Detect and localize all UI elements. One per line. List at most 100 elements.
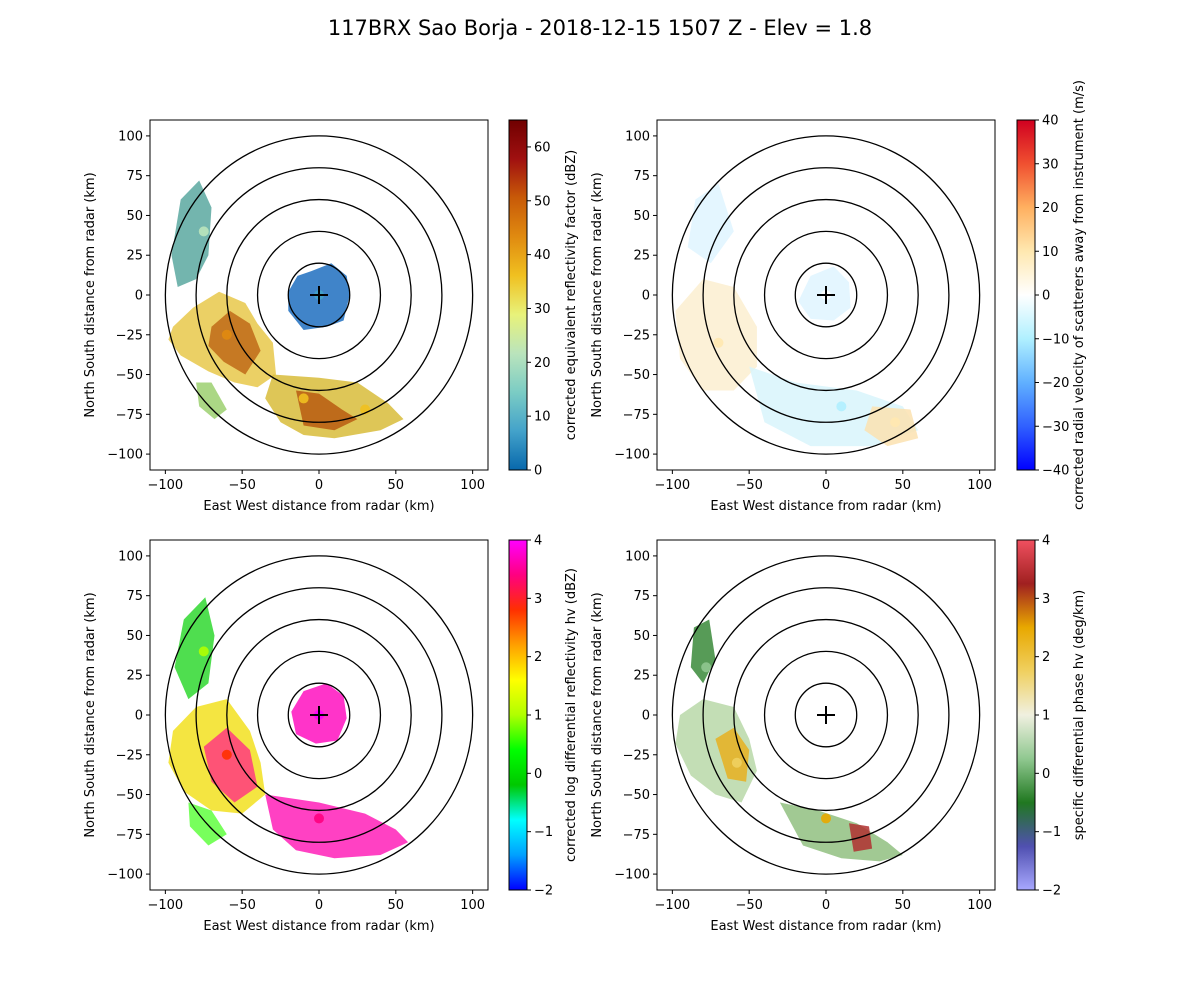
y-tick-label: −50 bbox=[116, 368, 143, 383]
x-tick-label: 100 bbox=[967, 478, 992, 493]
radar-panel-bottom-right: −100 −50 0 50 100 −100 −75 −50 −25 0 25 50 75 100 East… bbox=[590, 534, 1087, 935]
range-ring-20km bbox=[287, 262, 351, 328]
y-tick-label: 0 bbox=[135, 289, 143, 304]
y-tick-label: −25 bbox=[623, 328, 650, 343]
y-tick-label: 75 bbox=[633, 169, 650, 184]
x-tick-label: −100 bbox=[655, 478, 691, 493]
range-ring-80km bbox=[195, 587, 443, 843]
echo-southeast bbox=[890, 417, 901, 428]
range-ring-100km bbox=[164, 135, 474, 455]
radar-panel-top-left: −100 −50 0 50 100−100−75−50−250255075100East… bbox=[83, 119, 579, 514]
colorbar-tick-label: −30 bbox=[1042, 420, 1069, 435]
colorbar-tick-label: 0 bbox=[534, 767, 542, 782]
y-tick-label: −75 bbox=[623, 408, 650, 423]
x-axis-label: East West distance from radar (km) bbox=[710, 919, 941, 934]
y-tick-label: −25 bbox=[623, 748, 650, 763]
colorbar-tick-label: 3 bbox=[1042, 592, 1050, 607]
colorbar-tick-label: 4 bbox=[1042, 534, 1050, 549]
colorbar-label: corrected log differential reflectivity … bbox=[564, 568, 579, 862]
echo-region bbox=[690, 619, 716, 684]
x-axis-label: East West distance from radar (km) bbox=[710, 499, 941, 514]
x-tick-label: 0 bbox=[315, 478, 323, 493]
colorbar-bar bbox=[508, 119, 528, 471]
echo-region bbox=[203, 727, 258, 803]
x-tick-label: 0 bbox=[822, 478, 830, 493]
y-tick-label: −50 bbox=[116, 788, 143, 803]
x-tick-label: −100 bbox=[655, 898, 691, 913]
colorbar-tick-label: 0 bbox=[1042, 767, 1050, 782]
colorbar: −2 −1 0 1 2 3 4 specific differential phase hv … bbox=[1016, 534, 1087, 899]
y-tick-label: 100 bbox=[625, 549, 650, 564]
y-tick-label: −50 bbox=[623, 368, 650, 383]
x-tick-label: 50 bbox=[388, 898, 405, 913]
colorbar-bar bbox=[1016, 119, 1036, 471]
y-tick-label: −25 bbox=[116, 328, 143, 343]
colorbar-tick-label: 0 bbox=[534, 464, 542, 479]
x-tick-label: 100 bbox=[460, 898, 485, 913]
colorbar-tick-label: 10 bbox=[1042, 245, 1059, 260]
x-tick-label: −50 bbox=[228, 478, 255, 493]
colorbar-tick-label: 20 bbox=[534, 356, 551, 371]
echo-region bbox=[779, 802, 903, 862]
y-tick-label: 75 bbox=[126, 169, 143, 184]
x-tick-label: −50 bbox=[735, 478, 762, 493]
range-ring-20km bbox=[794, 682, 858, 748]
range-ring-40km bbox=[256, 230, 382, 360]
echo-region bbox=[196, 382, 227, 420]
colorbar-tick-label: 40 bbox=[1042, 114, 1059, 129]
colorbar-tick-label: 30 bbox=[534, 302, 551, 317]
range-ring-20km bbox=[287, 682, 351, 748]
echo-region bbox=[864, 406, 919, 447]
y-tick-label: −75 bbox=[116, 408, 143, 423]
x-tick-label: −50 bbox=[228, 898, 255, 913]
plot-area bbox=[671, 555, 981, 875]
range-ring-60km bbox=[733, 618, 919, 812]
range-ring-80km bbox=[195, 167, 443, 423]
colorbar-tick-label: 4 bbox=[534, 534, 542, 549]
colorbar-bar bbox=[508, 539, 528, 891]
range-ring-40km bbox=[763, 650, 889, 780]
colorbar-tick-label: 3 bbox=[534, 592, 542, 607]
colorbar-tick-label: −1 bbox=[534, 825, 553, 840]
y-axis-label: North South distance from radar (km) bbox=[83, 592, 98, 837]
range-ring-40km bbox=[763, 230, 889, 360]
radar-panel-top-right: −100 −50 0 50 100−100−75−50−250255075100East… bbox=[590, 80, 1087, 514]
y-tick-label: −100 bbox=[107, 868, 143, 883]
y-tick-label: 100 bbox=[625, 129, 650, 144]
x-tick-label: 0 bbox=[315, 898, 323, 913]
colorbar-label: corrected equivalent reflectivity factor… bbox=[564, 150, 579, 441]
colorbar-tick-label: 1 bbox=[534, 709, 542, 724]
colorbar-tick-label: 2 bbox=[1042, 650, 1050, 665]
range-ring-20km bbox=[794, 262, 858, 328]
echo-northwest bbox=[198, 646, 209, 657]
echo-west-southwest bbox=[221, 749, 232, 760]
x-tick-label: 0 bbox=[822, 898, 830, 913]
colorbar-tick-label: 30 bbox=[1042, 157, 1059, 172]
y-tick-label: 50 bbox=[126, 209, 143, 224]
echo-south bbox=[836, 401, 847, 412]
x-tick-label: −50 bbox=[735, 898, 762, 913]
colorbar: −40 −30 −20 −10 0 10 20 30 40 corrected radial ve… bbox=[1016, 80, 1087, 510]
y-axis-label: North South distance from radar (km) bbox=[83, 172, 98, 417]
colorbar-tick-label: 2 bbox=[534, 650, 542, 665]
range-ring-100km bbox=[671, 135, 981, 455]
colorbar-tick-label: −10 bbox=[1042, 332, 1069, 347]
plot-area bbox=[671, 135, 981, 455]
plot-area bbox=[164, 135, 474, 455]
colorbar: −2 −1 0 1 2 3 4 corrected log differential refl… bbox=[508, 534, 579, 899]
colorbar-bar bbox=[1016, 539, 1036, 891]
y-tick-label: 75 bbox=[633, 589, 650, 604]
colorbar-tick-label: 1 bbox=[1042, 709, 1050, 724]
y-tick-label: 100 bbox=[118, 129, 143, 144]
colorbar-tick-label: 0 bbox=[1042, 289, 1050, 304]
y-tick-label: 25 bbox=[126, 669, 143, 684]
range-ring-40km bbox=[256, 650, 382, 780]
plot-area bbox=[164, 555, 474, 875]
range-ring-60km bbox=[733, 198, 919, 392]
range-ring-60km bbox=[226, 198, 412, 392]
echo-region bbox=[675, 279, 757, 391]
colorbar: 0 10 20 30 40 50 60 corrected equivalent reflec… bbox=[508, 119, 579, 479]
y-axis-label: North South distance from radar (km) bbox=[590, 172, 605, 417]
x-tick-label: 50 bbox=[895, 898, 912, 913]
